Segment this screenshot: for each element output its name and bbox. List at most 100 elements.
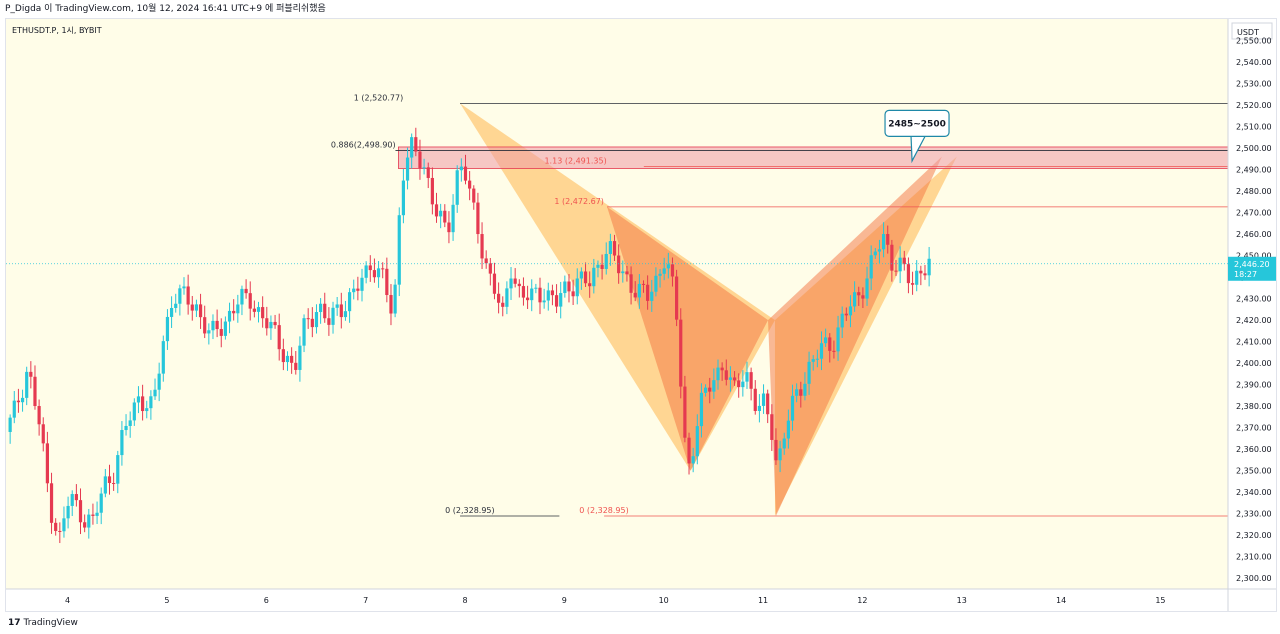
callout-layer[interactable]: 2485~2500	[884, 109, 950, 164]
candle-body	[319, 303, 323, 313]
candle-body	[165, 316, 170, 342]
candle-body	[459, 166, 463, 171]
candle-body	[869, 255, 873, 279]
candle-body	[157, 373, 161, 390]
y-tick-label: 2,340.00	[1236, 488, 1272, 497]
fib-label: 0 (2,328.95)	[579, 506, 629, 515]
candle-body	[116, 455, 120, 484]
currency-box	[1231, 22, 1273, 40]
candle-body	[389, 295, 393, 314]
candle-body	[25, 371, 29, 398]
candle-body	[323, 303, 327, 319]
y-tick-label: 2,350.00	[1236, 467, 1272, 476]
candle-body	[136, 396, 141, 403]
candle-body	[927, 258, 931, 276]
candle-body	[857, 292, 861, 296]
candle-body	[223, 321, 227, 336]
candle-body	[186, 286, 190, 305]
candle-body	[132, 402, 136, 421]
candle-body	[232, 310, 236, 314]
x-tick-label: 14	[1056, 596, 1066, 605]
candle-body	[654, 275, 658, 292]
candle-body	[803, 383, 807, 396]
y-tick-label: 2,500.00	[1236, 144, 1272, 153]
candle-body	[418, 151, 422, 169]
candle-body	[699, 392, 704, 427]
footer-brand[interactable]: 17 TradingView	[0, 612, 1280, 634]
candle-body	[703, 387, 708, 393]
candle-body	[542, 300, 546, 303]
candle-body	[687, 437, 691, 464]
last-price-countdown: 18:27	[1234, 270, 1257, 279]
y-tick-label: 2,460.00	[1236, 230, 1272, 239]
x-tick-label: 8	[462, 596, 467, 605]
y-tick-label: 2,550.00	[1236, 37, 1272, 46]
candle-body	[269, 321, 273, 329]
candle-body	[886, 234, 890, 245]
candle-body	[604, 253, 608, 269]
candle-body	[724, 370, 728, 380]
candle-body	[505, 288, 509, 307]
price-scale-panel	[1228, 19, 1276, 611]
candle-body	[770, 414, 774, 440]
candle-body	[790, 395, 795, 421]
y-tick-label: 2,520.00	[1236, 101, 1272, 110]
candle-body	[66, 505, 70, 519]
candle-body	[691, 456, 695, 464]
candle-body	[824, 337, 828, 344]
candle-body	[592, 267, 596, 287]
candle-body	[757, 405, 762, 411]
candle-body	[600, 264, 604, 269]
candle-body	[410, 137, 414, 158]
x-tick-label: 9	[562, 596, 567, 605]
candle-body	[646, 284, 650, 301]
candle-body	[786, 420, 790, 439]
y-tick-label: 2,370.00	[1236, 424, 1272, 433]
candle-body	[261, 307, 265, 319]
candle-body	[588, 283, 592, 287]
candle-body	[538, 287, 542, 303]
candle-body	[207, 330, 211, 334]
candle-body	[890, 244, 894, 271]
candle-body	[745, 372, 749, 382]
candle-body	[915, 270, 919, 285]
x-tick-label: 13	[957, 596, 967, 605]
candle-body	[169, 307, 174, 317]
candle-body	[190, 304, 194, 311]
fib-label: 1.13 (2,491.35)	[544, 157, 606, 166]
candle-body	[314, 312, 319, 328]
candle-body	[683, 386, 687, 438]
footer-brand-text: TradingView	[23, 618, 78, 628]
candle-body	[236, 304, 240, 314]
y-tick-label: 2,490.00	[1236, 166, 1272, 175]
candle-body	[447, 222, 451, 233]
callout-box	[884, 109, 950, 137]
candle-body	[198, 304, 203, 318]
candle-body	[95, 512, 99, 516]
candle-body	[302, 318, 306, 346]
fib-level-layer: 1 (2,520.77) 0.886(2,498.90) 1 (2,472.67) 1…	[331, 93, 1228, 517]
y-tick-label: 2,540.00	[1236, 58, 1272, 67]
candle-body	[62, 518, 66, 532]
candle-body	[861, 295, 865, 299]
candle-body	[815, 358, 819, 360]
candle-body	[554, 295, 559, 307]
candle-body	[567, 281, 571, 292]
candle-body	[343, 311, 348, 318]
last-price-tag	[1228, 256, 1276, 281]
y-tick-label: 2,400.00	[1236, 359, 1272, 368]
x-tick-label: 12	[857, 596, 867, 605]
candle-body	[244, 288, 248, 294]
candle-body	[658, 273, 662, 276]
candle-layer	[8, 127, 931, 544]
candle-body	[16, 400, 21, 403]
candle-body	[405, 157, 410, 181]
candle-body	[87, 514, 91, 528]
candle-body	[563, 281, 567, 294]
candle-body	[174, 303, 178, 308]
chart-frame[interactable]: 1 (2,520.77) 0.886(2,498.90) 1 (2,472.67) 1…	[5, 18, 1277, 612]
candlestick-chart[interactable]: 1 (2,520.77) 0.886(2,498.90) 1 (2,472.67) 1…	[6, 19, 1276, 611]
y-tick-label: 2,330.00	[1236, 510, 1272, 519]
candle-body	[737, 380, 741, 388]
